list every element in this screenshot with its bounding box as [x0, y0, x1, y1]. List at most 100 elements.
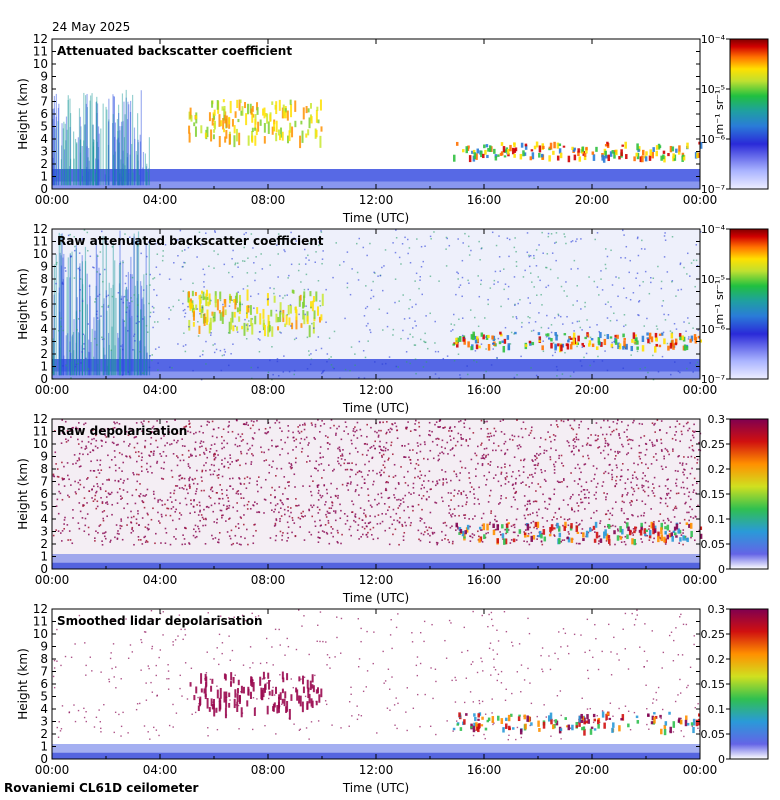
station-footer: Rovaniemi CL61D ceilometer [4, 781, 199, 795]
x-tick-label: 16:00 [467, 193, 502, 207]
y-tick-label: 8 [40, 82, 48, 96]
x-tick-label: 00:00 [35, 763, 70, 777]
y-axis-label: Height (km) [16, 268, 30, 339]
y-tick-label: 4 [40, 702, 48, 716]
x-tick-label: 12:00 [359, 763, 394, 777]
y-axis-label: Height (km) [16, 648, 30, 719]
chart-panel-1: Attenuated backscatter coefficient 0 12 345… [16, 32, 769, 225]
y-tick-label: 10 [33, 627, 48, 641]
y-tick-label: 6 [40, 107, 48, 121]
y-tick-label: 5 [40, 310, 48, 324]
y-tick-label: 5 [40, 690, 48, 704]
x-tick-label: 04:00 [143, 573, 178, 587]
plot-area [52, 229, 700, 379]
colorbar-tick-label: 10⁻⁵ [701, 83, 725, 96]
colorbar-tick-label: 10⁻⁷ [701, 373, 725, 386]
x-axis-label: Time (UTC) [342, 591, 409, 605]
colorbar-tick-label: 0 [718, 753, 725, 766]
colorbar-tick-label: 0.2 [708, 463, 726, 476]
x-tick-label: 20:00 [575, 573, 610, 587]
x-tick-label: 08:00 [251, 193, 286, 207]
x-tick-label: 20:00 [575, 383, 610, 397]
y-tick-label: 3 [40, 715, 48, 729]
y-tick-label: 8 [40, 272, 48, 286]
colorbar: 10⁻⁷ 10⁻⁶ 10⁻⁵ 10⁻⁴ m⁻¹ sr⁻¹ [701, 223, 769, 386]
y-tick-label: 2 [40, 537, 48, 551]
y-tick-label: 5 [40, 120, 48, 134]
y-tick-label: 9 [40, 260, 48, 274]
y-tick-label: 4 [40, 132, 48, 146]
colorbar-tick-label: 10⁻⁵ [701, 273, 725, 286]
panel-title: Attenuated backscatter coefficient [57, 44, 292, 58]
x-tick-label: 12:00 [359, 573, 394, 587]
colorbar-tick-label: 0.1 [708, 703, 726, 716]
date-label: 24 May 2025 [52, 20, 131, 34]
panel-title: Smoothed lidar depolarisation [57, 614, 263, 628]
x-axis-label: Time (UTC) [342, 781, 409, 795]
x-tick-label: 04:00 [143, 383, 178, 397]
colorbar-tick-label: 10⁻⁴ [701, 223, 726, 236]
colorbar-tick-label: 0.15 [701, 678, 726, 691]
y-tick-label: 0 [40, 182, 48, 196]
y-tick-label: 2 [40, 347, 48, 361]
x-tick-label: 00:00 [35, 573, 70, 587]
y-tick-label: 10 [33, 57, 48, 71]
colorbar-tick-label: 0.2 [708, 653, 726, 666]
y-tick-label: 3 [40, 525, 48, 539]
colorbar-scale [729, 608, 769, 760]
plot-area [52, 609, 700, 759]
y-tick-label: 12 [33, 222, 48, 236]
y-tick-label: 4 [40, 512, 48, 526]
y-tick-label: 4 [40, 322, 48, 336]
y-axis-label: Height (km) [16, 78, 30, 149]
colorbar-tick-label: 0.3 [708, 413, 726, 426]
chart-panel-3: Raw depolarisation0123456789101112Height… [16, 412, 769, 605]
x-tick-label: 00:00 [683, 573, 718, 587]
x-tick-label: 08:00 [251, 763, 286, 777]
colorbar-tick-label: 10⁻⁶ [701, 133, 726, 146]
y-tick-label: 6 [40, 677, 48, 691]
y-tick-label: 11 [33, 235, 48, 249]
x-axis-label: Time (UTC) [342, 211, 409, 225]
y-tick-label: 10 [33, 437, 48, 451]
colorbar-scale [729, 228, 769, 380]
chart-panel-2: Raw attenuated backscatter coefficient01… [16, 222, 769, 415]
y-tick-label: 2 [40, 727, 48, 741]
x-tick-label: 08:00 [251, 573, 286, 587]
x-tick-label: 20:00 [575, 193, 610, 207]
plot-area [52, 419, 700, 569]
y-tick-label: 12 [33, 32, 48, 46]
y-tick-label: 0 [40, 752, 48, 766]
x-tick-label: 16:00 [467, 763, 502, 777]
colorbar-tick-label: 0.1 [708, 513, 726, 526]
chart-panel-4: Smoothed lidar depolarisation01234567891… [16, 602, 769, 795]
colorbar-tick-label: 10⁻⁶ [701, 323, 726, 336]
x-tick-label: 04:00 [143, 193, 178, 207]
y-tick-label: 12 [33, 412, 48, 426]
colorbar-tick-label: 0.25 [701, 628, 726, 641]
y-tick-label: 11 [33, 425, 48, 439]
y-tick-label: 7 [40, 285, 48, 299]
y-tick-label: 3 [40, 335, 48, 349]
x-tick-label: 16:00 [467, 573, 502, 587]
colorbar: 0 0.05 0.1 0.15 0.2 0.25 0.3 [701, 603, 769, 766]
x-tick-label: 12:00 [359, 383, 394, 397]
x-tick-label: 00:00 [35, 383, 70, 397]
y-tick-label: 1 [40, 740, 48, 754]
x-tick-label: 08:00 [251, 383, 286, 397]
colorbar-tick-label: 10⁻⁴ [701, 33, 726, 46]
x-tick-label: 16:00 [467, 383, 502, 397]
panel-title: Raw depolarisation [57, 424, 187, 438]
x-tick-label: 00:00 [683, 193, 718, 207]
y-tick-label: 1 [40, 170, 48, 184]
y-tick-label: 0 [40, 372, 48, 386]
colorbar-tick-label: 0.15 [701, 488, 726, 501]
y-tick-label: 8 [40, 652, 48, 666]
colorbar-tick-label: 10⁻⁷ [701, 183, 725, 196]
y-tick-label: 11 [33, 45, 48, 59]
y-tick-label: 7 [40, 475, 48, 489]
y-tick-label: 5 [40, 500, 48, 514]
y-tick-label: 3 [40, 145, 48, 159]
x-tick-label: 20:00 [575, 763, 610, 777]
